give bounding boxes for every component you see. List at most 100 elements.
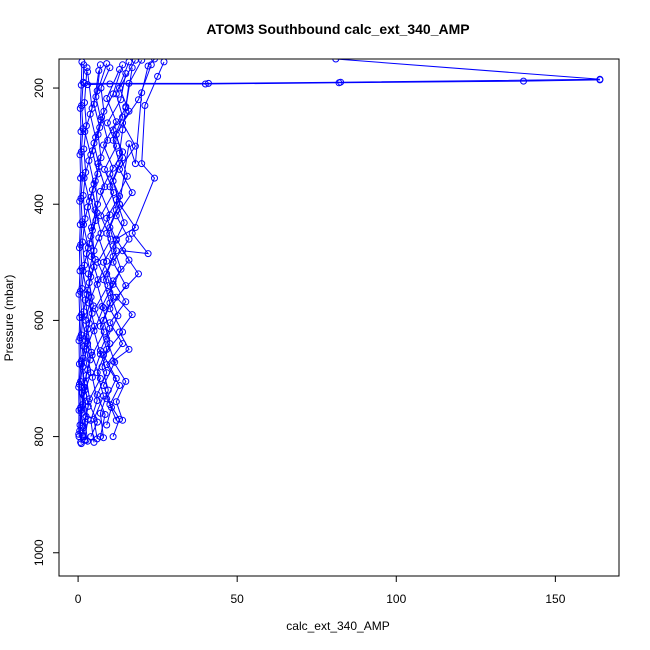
data-point-16-1 (96, 433, 104, 441)
data-point-13-16 (144, 62, 152, 70)
data-point-12-4 (88, 373, 96, 381)
data-point-9-8 (100, 276, 107, 284)
data-point-18-13 (116, 149, 123, 157)
data-point-18-1 (103, 421, 111, 429)
data-point-18-15 (122, 103, 130, 111)
data-point-13-7 (122, 298, 130, 306)
data-point-5-17 (160, 59, 168, 66)
data-point-7-6 (77, 331, 85, 339)
data-point-13-13 (125, 140, 133, 148)
data-point-12-1 (90, 438, 98, 446)
data-point-17-5 (75, 337, 83, 345)
data-point-15-12 (86, 197, 93, 205)
data-point-17-13 (76, 151, 84, 159)
data-point-14-7 (88, 309, 96, 317)
data-point-18-5 (103, 335, 111, 343)
data-point-4-14 (131, 142, 139, 150)
data-point-16-9 (100, 258, 107, 266)
data-point-5-6 (116, 328, 123, 336)
data-point-8-3 (86, 395, 93, 403)
data-point-9-6 (96, 322, 104, 330)
y-tick-label-2: 400 (32, 194, 46, 214)
data-point-14-13 (94, 170, 102, 178)
data-point-13-4 (103, 361, 111, 369)
data-point-5-13 (151, 174, 158, 182)
data-point-2-15 (98, 113, 106, 121)
data-point-20-1 (84, 81, 92, 89)
data-point-14-9 (90, 263, 98, 271)
data-point-18-4 (111, 358, 119, 366)
data-point-12-17 (116, 66, 123, 73)
data-point-7-14 (80, 145, 88, 153)
data-point-12-14 (100, 141, 107, 149)
data-point-17-9 (75, 244, 83, 252)
chart-title: ATOM3 Southbound calc_ext_340_AMP (206, 21, 469, 37)
data-point-15-16 (88, 104, 96, 112)
data-point-15-3 (77, 406, 85, 414)
x-tick-label-3: 100 (386, 592, 406, 606)
data-point-15-6 (82, 337, 90, 345)
data-point-5-15 (141, 102, 149, 109)
plot-series (75, 59, 604, 448)
data-point-5-12 (128, 229, 136, 237)
data-point-11-4 (84, 366, 92, 374)
data-point-16-15 (109, 126, 117, 134)
data-point-15-1 (77, 438, 85, 446)
data-point-16-3 (93, 391, 101, 399)
y-tick-label-5: 1000 (32, 539, 46, 566)
data-point-12-6 (90, 327, 98, 335)
data-point-9-16 (112, 90, 120, 98)
data-point-17-12 (77, 174, 85, 182)
data-point-18-10 (120, 219, 128, 227)
data-point-10-9 (112, 247, 120, 255)
y-axis: 200 400 600 800 1000 (32, 78, 60, 566)
series-line-16 (96, 67, 133, 437)
data-point-4-1 (109, 433, 117, 441)
data-point-17-6 (76, 314, 84, 321)
data-point-15-14 (87, 151, 95, 159)
data-point-5-3 (122, 377, 130, 385)
x-axis-label: calc_ext_340_AMP (286, 619, 389, 633)
data-point-16-8 (109, 280, 117, 288)
data-point-16-10 (112, 236, 120, 244)
data-point-10-7 (109, 293, 117, 301)
data-point-16-11 (103, 214, 111, 222)
data-point-15-17 (84, 68, 92, 76)
data-point-15-15 (81, 128, 89, 136)
data-point-14-3 (84, 402, 92, 410)
data-point-17-7 (75, 290, 83, 298)
data-point-13-15 (138, 89, 146, 97)
x-tick-label-1: 0 (75, 592, 82, 606)
data-point-19-2 (205, 79, 212, 87)
series-line-2 (83, 64, 124, 441)
data-point-12-13 (109, 164, 117, 172)
series-line-19 (84, 59, 600, 84)
data-point-18-11 (112, 196, 120, 204)
data-point-5-11 (144, 250, 152, 258)
data-point-10-2 (96, 409, 104, 417)
data-point-11-16 (93, 87, 101, 95)
data-point-13-14 (131, 160, 139, 168)
data-point-18-14 (119, 126, 127, 134)
data-point-3-4 (96, 375, 104, 382)
data-point-13-11 (131, 224, 139, 231)
data-point-10-5 (106, 340, 114, 348)
data-point-1-11 (94, 200, 101, 208)
data-point-16-13 (106, 170, 114, 178)
data-point-13-9 (125, 256, 133, 264)
data-point-12-10 (95, 234, 103, 242)
data-point-19-5 (332, 59, 340, 63)
data-point-20-6 (596, 76, 604, 84)
data-point-17-11 (76, 197, 84, 205)
data-point-20-2 (106, 80, 114, 88)
y-axis-label: Pressure (mbar) (2, 275, 16, 362)
data-point-2-17 (119, 61, 127, 69)
data-point-17-15 (76, 104, 84, 112)
data-point-5-9 (135, 270, 142, 278)
data-point-17-8 (76, 267, 84, 275)
data-point-4-8 (122, 282, 130, 290)
data-point-14-10 (85, 240, 93, 248)
data-point-17-2 (75, 406, 83, 414)
series-line-9 (93, 61, 130, 439)
data-point-20-3 (201, 80, 209, 88)
